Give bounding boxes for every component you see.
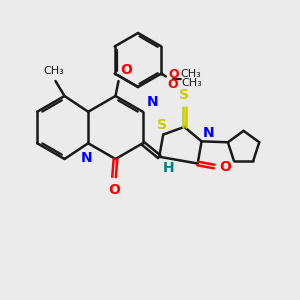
Text: O: O [108,183,120,197]
Text: H: H [163,161,175,175]
Text: O: O [168,68,178,81]
Text: S: S [157,118,167,132]
Text: O: O [120,62,132,76]
Text: CH₃: CH₃ [181,78,202,88]
Text: N: N [203,126,215,140]
Text: N: N [81,151,92,165]
Text: O: O [167,78,178,91]
Text: S: S [179,88,189,102]
Text: CH₃: CH₃ [180,69,201,79]
Text: O: O [220,160,231,173]
Text: CH₃: CH₃ [44,67,64,76]
Text: N: N [146,95,158,109]
